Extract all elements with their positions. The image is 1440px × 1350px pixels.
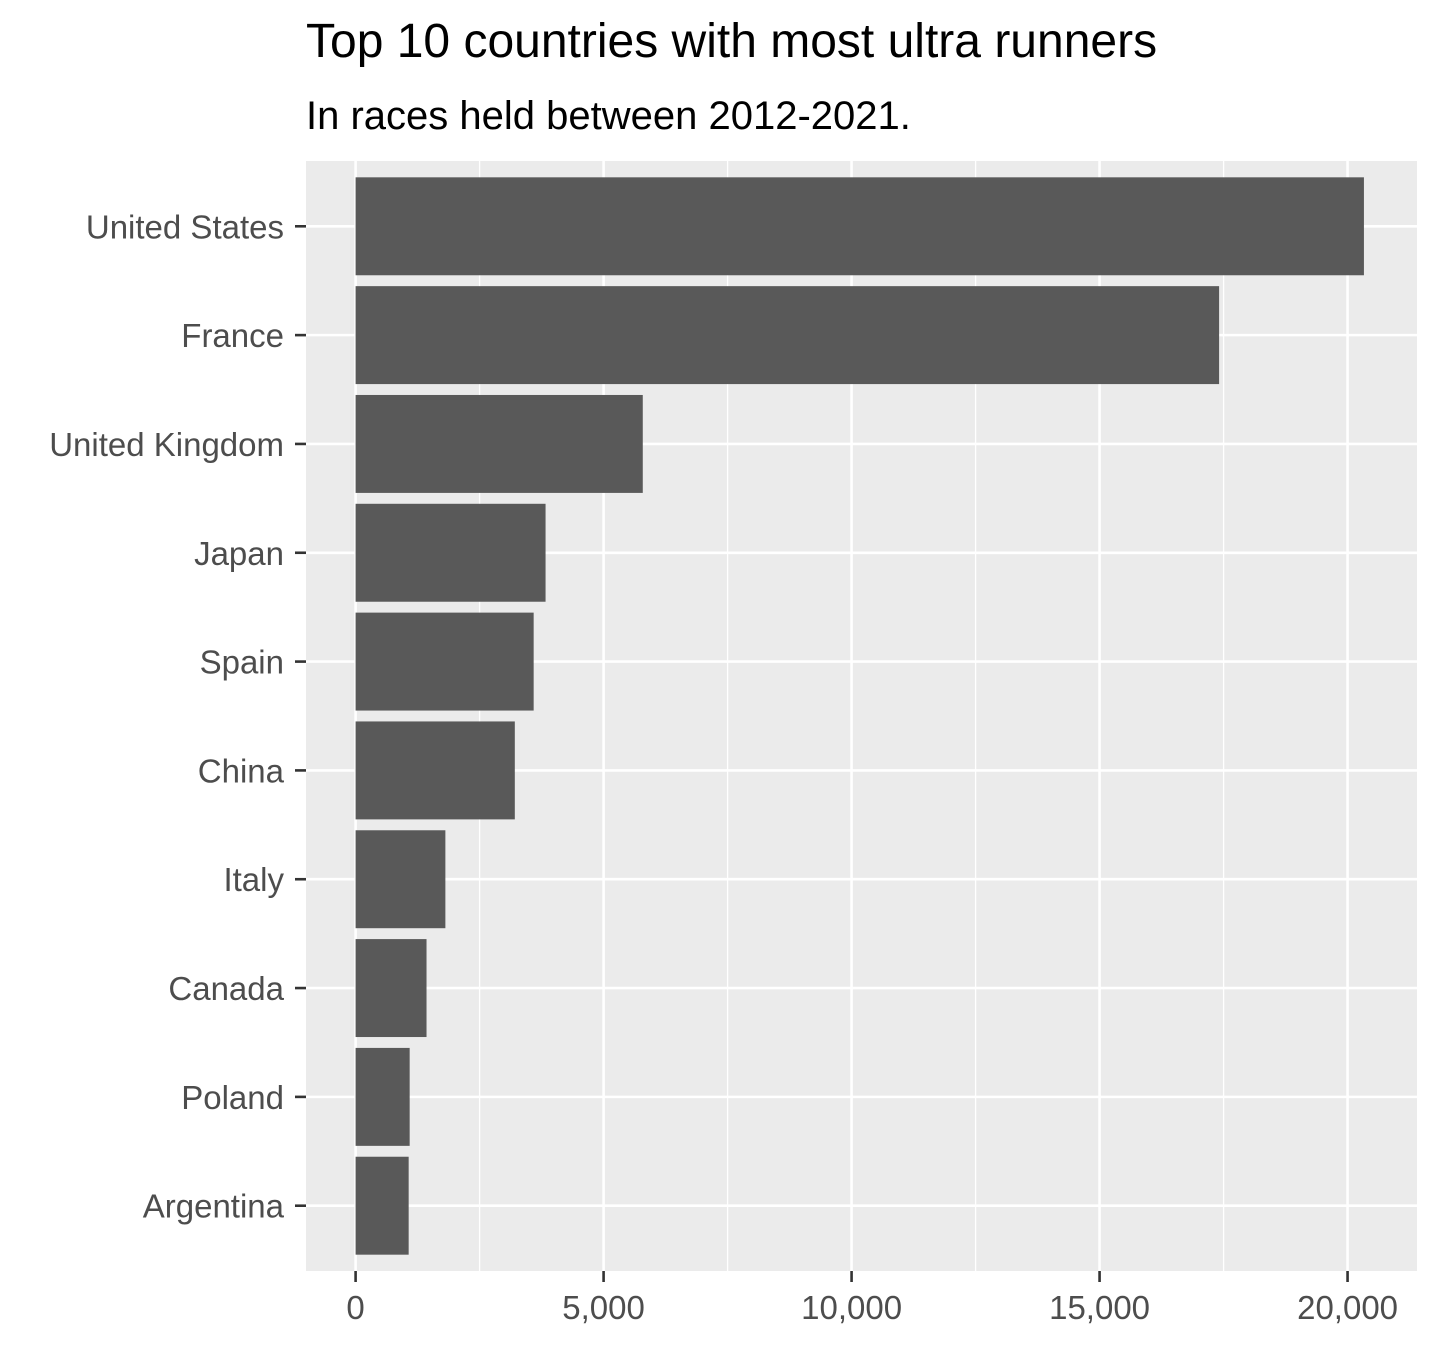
chart-subtitle: In races held between 2012-2021.	[306, 94, 911, 138]
x-tick-label: 0	[346, 1289, 364, 1326]
y-axis: United States France United Kingdom Japan Sp…	[49, 208, 306, 1225]
y-tick-label: United States	[86, 208, 284, 245]
bar-argentina	[355, 1156, 409, 1255]
y-tick-label: Italy	[223, 861, 284, 898]
bar-canada	[355, 939, 427, 1038]
x-tick-label: 10,000	[801, 1289, 902, 1326]
bar-poland	[355, 1047, 410, 1146]
x-tick-label: 15,000	[1049, 1289, 1150, 1326]
chart-title: Top 10 countries with most ultra runners	[306, 15, 1158, 68]
y-tick-label: United Kingdom	[49, 426, 284, 463]
y-tick-label: Argentina	[143, 1188, 285, 1225]
x-tick-label: 5,000	[562, 1289, 645, 1326]
bar-japan	[355, 503, 546, 602]
bar-france	[355, 286, 1220, 385]
y-tick-label: Poland	[181, 1079, 284, 1116]
bars	[355, 177, 1364, 1255]
bar-china	[355, 721, 515, 820]
y-tick-label: Japan	[194, 535, 284, 572]
y-tick-label: Canada	[168, 970, 284, 1007]
y-tick-label: France	[181, 317, 284, 354]
x-tick-label: 20,000	[1297, 1289, 1398, 1326]
bar-spain	[355, 612, 534, 711]
y-tick-label: Spain	[200, 644, 284, 681]
x-axis: 0 5,000 10,000 15,000 20,000	[346, 1271, 1398, 1326]
bar-united-kingdom	[355, 394, 643, 493]
bar-united-states	[355, 177, 1364, 276]
bar-italy	[355, 830, 446, 929]
y-tick-label: China	[198, 752, 285, 789]
